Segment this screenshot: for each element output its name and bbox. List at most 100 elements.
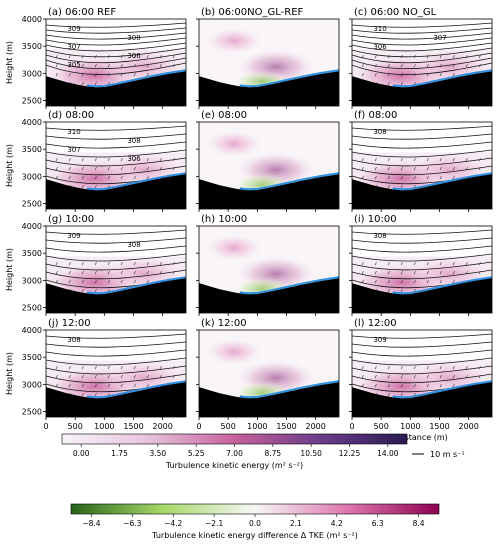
wind-vector bbox=[81, 271, 84, 275]
isentrope-line bbox=[46, 42, 186, 52]
wind-vector bbox=[374, 158, 377, 162]
wind-vector bbox=[400, 262, 403, 266]
wind-vector bbox=[374, 167, 377, 171]
wind-vector bbox=[361, 176, 364, 180]
wind-vector bbox=[387, 82, 390, 86]
wind-vector bbox=[439, 55, 442, 59]
y-tick-label: 2500 bbox=[22, 304, 42, 313]
wind-vector bbox=[68, 64, 71, 68]
panel-f: 308 (f) 08:00 bbox=[349, 110, 493, 212]
wind-vector bbox=[413, 366, 416, 370]
wind-vector bbox=[94, 262, 97, 266]
x-tick-label: 500 bbox=[68, 422, 83, 431]
wind-vector bbox=[413, 55, 416, 59]
panel-frame bbox=[45, 225, 187, 314]
panel-frame bbox=[45, 18, 187, 107]
wind-vector bbox=[465, 366, 468, 370]
colorbar-tick-label: 4.2 bbox=[331, 519, 343, 528]
wind-vector bbox=[439, 158, 442, 162]
wind-vector bbox=[478, 366, 481, 370]
wind-vector bbox=[452, 366, 455, 370]
glacier-surface bbox=[392, 69, 492, 88]
x-tick-label: 1500 bbox=[276, 422, 296, 431]
isentrope-line bbox=[352, 32, 492, 40]
wind-vector bbox=[452, 176, 455, 180]
wind-vector bbox=[120, 176, 123, 180]
wind-vector bbox=[400, 176, 403, 180]
wind-vector bbox=[374, 176, 377, 180]
isentrope-line bbox=[352, 357, 492, 366]
wind-vector bbox=[81, 176, 84, 180]
panel-plot-area bbox=[46, 226, 186, 313]
wind-vector bbox=[81, 55, 84, 59]
glacier-surface bbox=[392, 276, 492, 295]
wind-vector bbox=[465, 375, 468, 379]
contour-label: 309 bbox=[67, 25, 80, 33]
panel-frame bbox=[198, 225, 340, 314]
isentrope-line bbox=[352, 229, 492, 235]
wind-vector bbox=[172, 167, 175, 171]
contour-label: 307 bbox=[67, 146, 80, 154]
terrain bbox=[46, 71, 186, 106]
colorbar-tick-label: −8.4 bbox=[82, 519, 100, 528]
wind-vector bbox=[374, 280, 377, 284]
diff-blob-positive bbox=[206, 234, 262, 261]
isentrope-line bbox=[352, 253, 492, 262]
isentrope-line bbox=[46, 365, 186, 375]
wind-vector bbox=[81, 384, 84, 388]
colorbar-tick-label: 8.4 bbox=[413, 519, 425, 528]
panel-j: 308 (j) 12:00 2500 3000 3500 4000 0 500 1000 1500… bbox=[5, 318, 187, 442]
contour-label: 309 bbox=[67, 232, 80, 240]
wind-vector bbox=[374, 271, 377, 275]
panel-title: (e) 08:00 bbox=[201, 110, 247, 121]
wind-vector bbox=[107, 167, 110, 171]
colorbar-tick-label: −2.1 bbox=[205, 519, 223, 528]
colorbar-tick-label: 8.75 bbox=[264, 449, 281, 458]
panel-title: (d) 08:00 bbox=[48, 110, 94, 121]
wind-vector bbox=[400, 393, 403, 397]
wind-vector bbox=[68, 375, 71, 379]
panel-title: (l) 12:00 bbox=[354, 318, 397, 329]
wind-vector bbox=[413, 384, 416, 388]
wind-vector bbox=[361, 55, 364, 59]
isentrope-line bbox=[46, 157, 186, 167]
isentrope-line bbox=[352, 52, 492, 64]
panel-a: 309 308 307 306 305 (a) 06:00 REF 2500 3000 3500… bbox=[5, 7, 187, 109]
panel-c: 310 307 306 (c) 06:00 NO_GL bbox=[349, 7, 493, 109]
wind-vector bbox=[107, 375, 110, 379]
isentrope-line bbox=[46, 245, 186, 253]
wind-vector bbox=[478, 55, 481, 59]
wind-vector bbox=[478, 64, 481, 68]
contour-label: 308 bbox=[373, 128, 386, 136]
wind-vector bbox=[426, 64, 429, 68]
contour-label: 306 bbox=[127, 52, 141, 60]
wind-vector bbox=[107, 64, 110, 68]
wind-vector bbox=[133, 280, 136, 284]
panel-plot-area bbox=[199, 19, 339, 106]
contour-label: 310 bbox=[373, 25, 386, 33]
wind-vector bbox=[55, 73, 58, 77]
wind-vector bbox=[452, 384, 455, 388]
isentrope-line bbox=[352, 62, 492, 75]
wind-vector bbox=[361, 64, 364, 68]
wind-vector bbox=[439, 366, 442, 370]
wind-vector bbox=[133, 158, 136, 162]
wind-vector bbox=[120, 271, 123, 275]
wind-vector bbox=[172, 366, 175, 370]
wind-vector bbox=[465, 262, 468, 266]
wind-vector bbox=[439, 375, 442, 379]
wind-vector bbox=[374, 55, 377, 59]
y-tick-label: 3500 bbox=[22, 145, 42, 154]
wind-vector bbox=[81, 73, 84, 77]
wind-vector bbox=[465, 167, 468, 171]
isentrope-line bbox=[352, 333, 492, 339]
wind-vector bbox=[361, 366, 364, 370]
isentrope-line bbox=[46, 333, 186, 339]
wind-vector bbox=[81, 366, 84, 370]
panel-frame bbox=[351, 18, 493, 107]
wind-vector bbox=[159, 375, 162, 379]
wind-vector bbox=[146, 262, 149, 266]
wind-vector bbox=[81, 289, 84, 293]
wind-vector bbox=[146, 366, 149, 370]
